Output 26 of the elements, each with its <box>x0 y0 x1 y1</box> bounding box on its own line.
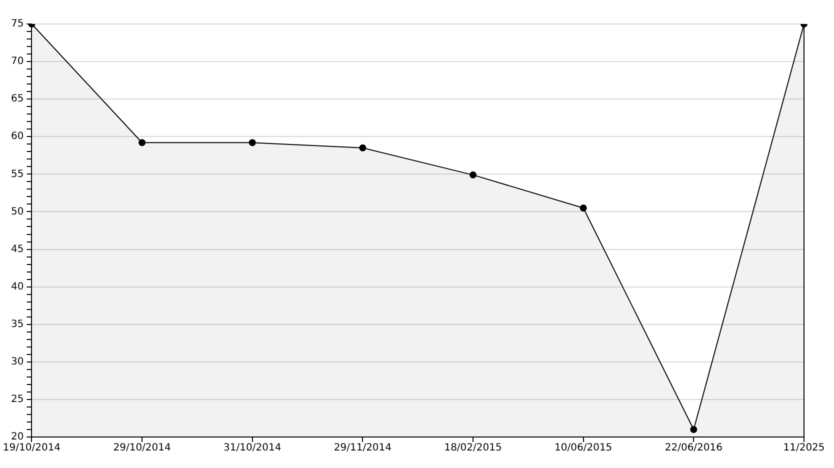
x-tick-label: 29/11/2014 <box>334 442 392 454</box>
x-tick-label: 29/10/2014 <box>113 442 171 454</box>
x-tick-label: 31/10/2014 <box>224 442 282 454</box>
y-tick-label: 45 <box>10 244 24 255</box>
y-tick-label: 30 <box>10 356 24 368</box>
y-tick-label: 65 <box>10 94 24 105</box>
y-tick-label: 35 <box>10 318 24 330</box>
x-tick-label: 22/06/2016 <box>664 442 722 454</box>
y-tick-label: 25 <box>10 394 24 406</box>
y-tick-label: 70 <box>10 56 24 68</box>
point <box>580 204 587 212</box>
point <box>470 171 477 178</box>
point <box>690 426 698 433</box>
y-tick-label: 55 <box>10 168 24 180</box>
point <box>359 144 366 152</box>
point <box>248 139 256 146</box>
x-tick-label: 19/10/2014 <box>2 442 61 454</box>
x-tick-label: 18/02/2015 <box>444 442 502 454</box>
point <box>138 139 146 146</box>
x-tick-label: 10/06/2015 <box>554 442 612 454</box>
y-tick-label: 20 <box>10 432 24 443</box>
y-tick-label: 40 <box>10 281 24 292</box>
y-tick-label: 60 <box>10 131 24 142</box>
x-tick-label: 11/2025 <box>783 442 825 454</box>
y-tick-label: 50 <box>10 206 24 218</box>
y-tick-label: 75 <box>10 18 24 30</box>
